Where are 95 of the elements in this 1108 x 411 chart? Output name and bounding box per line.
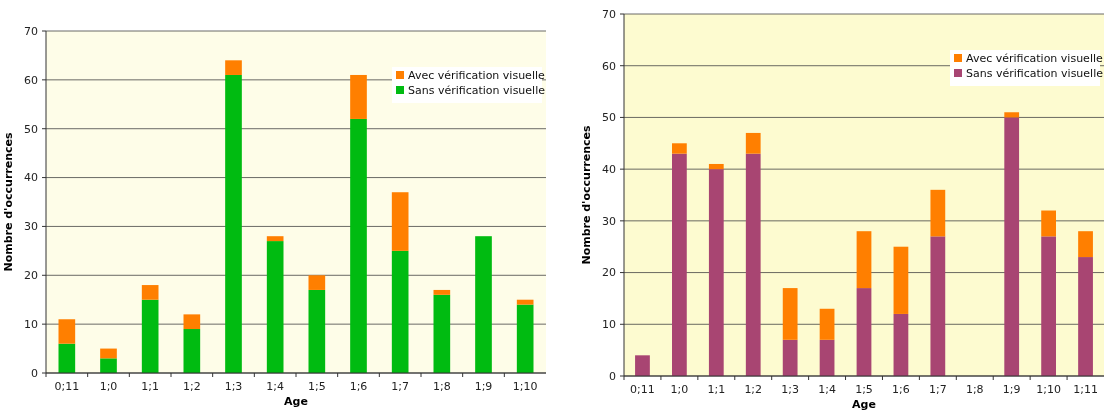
bar [708, 163, 724, 170]
bar [350, 118, 367, 373]
x-tick-label: 0;11 [54, 380, 80, 393]
y-tick-label: 10 [24, 317, 38, 331]
bar [58, 343, 76, 373]
x-tick-label: 1;9 [474, 380, 493, 393]
y-tick-label: 0 [609, 369, 616, 383]
bar [745, 153, 761, 376]
y-tick-label: 30 [602, 214, 616, 228]
legend-label: Avec vérification visuelle [408, 69, 545, 82]
bar [225, 74, 242, 373]
bar [1004, 117, 1020, 376]
y-tick-label: 30 [24, 220, 38, 234]
bar [100, 358, 117, 373]
x-tick-label: 1;1 [141, 380, 160, 393]
bar [350, 74, 367, 119]
bar [819, 339, 835, 376]
x-tick-label: 1;4 [818, 383, 836, 396]
bar [819, 308, 835, 340]
y-tick-label: 70 [24, 24, 38, 38]
x-tick-label: 1;0 [99, 380, 118, 393]
bar [516, 299, 534, 305]
legend-label: Sans vérification visuelle [408, 84, 546, 97]
bar [391, 250, 409, 373]
bar [391, 192, 409, 251]
x-tick-label: 1;8 [965, 383, 984, 396]
y-axis-title: Nombre d'occurrences [580, 124, 593, 265]
y-tick-label: 20 [602, 266, 616, 280]
bar [893, 313, 909, 376]
bar [672, 153, 687, 376]
bar [141, 299, 159, 373]
bar [1041, 236, 1056, 376]
x-tick-label: 1;5 [855, 383, 873, 396]
bar [930, 189, 946, 237]
bar [183, 329, 201, 373]
y-tick-label: 50 [24, 122, 38, 136]
bar [856, 288, 872, 376]
legend-label: Sans vérification visuelle [966, 67, 1104, 80]
x-tick-label: 1;5 [307, 380, 326, 393]
bar [516, 304, 534, 373]
x-tick-label: 1;6 [892, 383, 910, 396]
y-tick-label: 20 [24, 269, 38, 283]
x-tick-label: 1;0 [670, 383, 689, 396]
bar [745, 132, 761, 154]
x-tick-label: 1;7 [928, 383, 947, 396]
bar [141, 285, 159, 300]
bar [1078, 231, 1093, 258]
x-tick-label: 1;11 [1073, 383, 1098, 396]
x-tick-label: 1;9 [1002, 383, 1021, 396]
x-tick-label: 1;3 [781, 383, 800, 396]
y-tick-label: 40 [24, 171, 38, 185]
bar [308, 275, 326, 290]
y-tick-label: 60 [24, 73, 38, 87]
bar [183, 314, 201, 330]
x-axis-title: Age [852, 398, 876, 411]
y-tick-label: 10 [602, 318, 616, 332]
x-tick-label: 1;1 [707, 383, 726, 396]
bar [1041, 210, 1056, 237]
bar [225, 60, 242, 75]
x-tick-label: 0;11 [630, 383, 655, 396]
bar [266, 241, 284, 373]
x-tick-label: 1;8 [432, 380, 451, 393]
bar [58, 319, 76, 344]
x-tick-label: 1;6 [349, 380, 368, 393]
bar [433, 294, 451, 373]
x-tick-label: 1;7 [391, 380, 410, 393]
bar [893, 246, 909, 314]
x-tick-label: 1;3 [224, 380, 243, 393]
bar [930, 236, 946, 376]
bar [266, 236, 284, 242]
bar [782, 339, 798, 376]
bar [433, 289, 451, 295]
x-tick-label: 1;2 [744, 383, 763, 396]
x-tick-label: 1;4 [266, 380, 285, 393]
y-axis-title: Nombre d'occurrences [2, 131, 15, 272]
y-tick-label: 60 [602, 59, 616, 73]
bar [672, 143, 687, 154]
y-tick-label: 40 [602, 162, 616, 176]
bar [782, 288, 798, 340]
y-tick-label: 0 [31, 366, 38, 380]
bar [708, 169, 724, 376]
y-tick-label: 70 [602, 7, 616, 21]
x-tick-label: 1;10 [512, 380, 538, 393]
x-axis-title: Age [284, 395, 308, 408]
bar [475, 236, 492, 373]
x-tick-label: 1;10 [1036, 383, 1061, 396]
y-tick-label: 50 [602, 111, 616, 125]
bar [308, 289, 326, 373]
bar [635, 355, 650, 376]
bar [1004, 112, 1020, 118]
x-tick-label: 1;2 [182, 380, 201, 393]
bar [1078, 257, 1093, 376]
bar [100, 348, 117, 359]
legend-label: Avec vérification visuelle [966, 52, 1103, 65]
bar [856, 231, 872, 289]
